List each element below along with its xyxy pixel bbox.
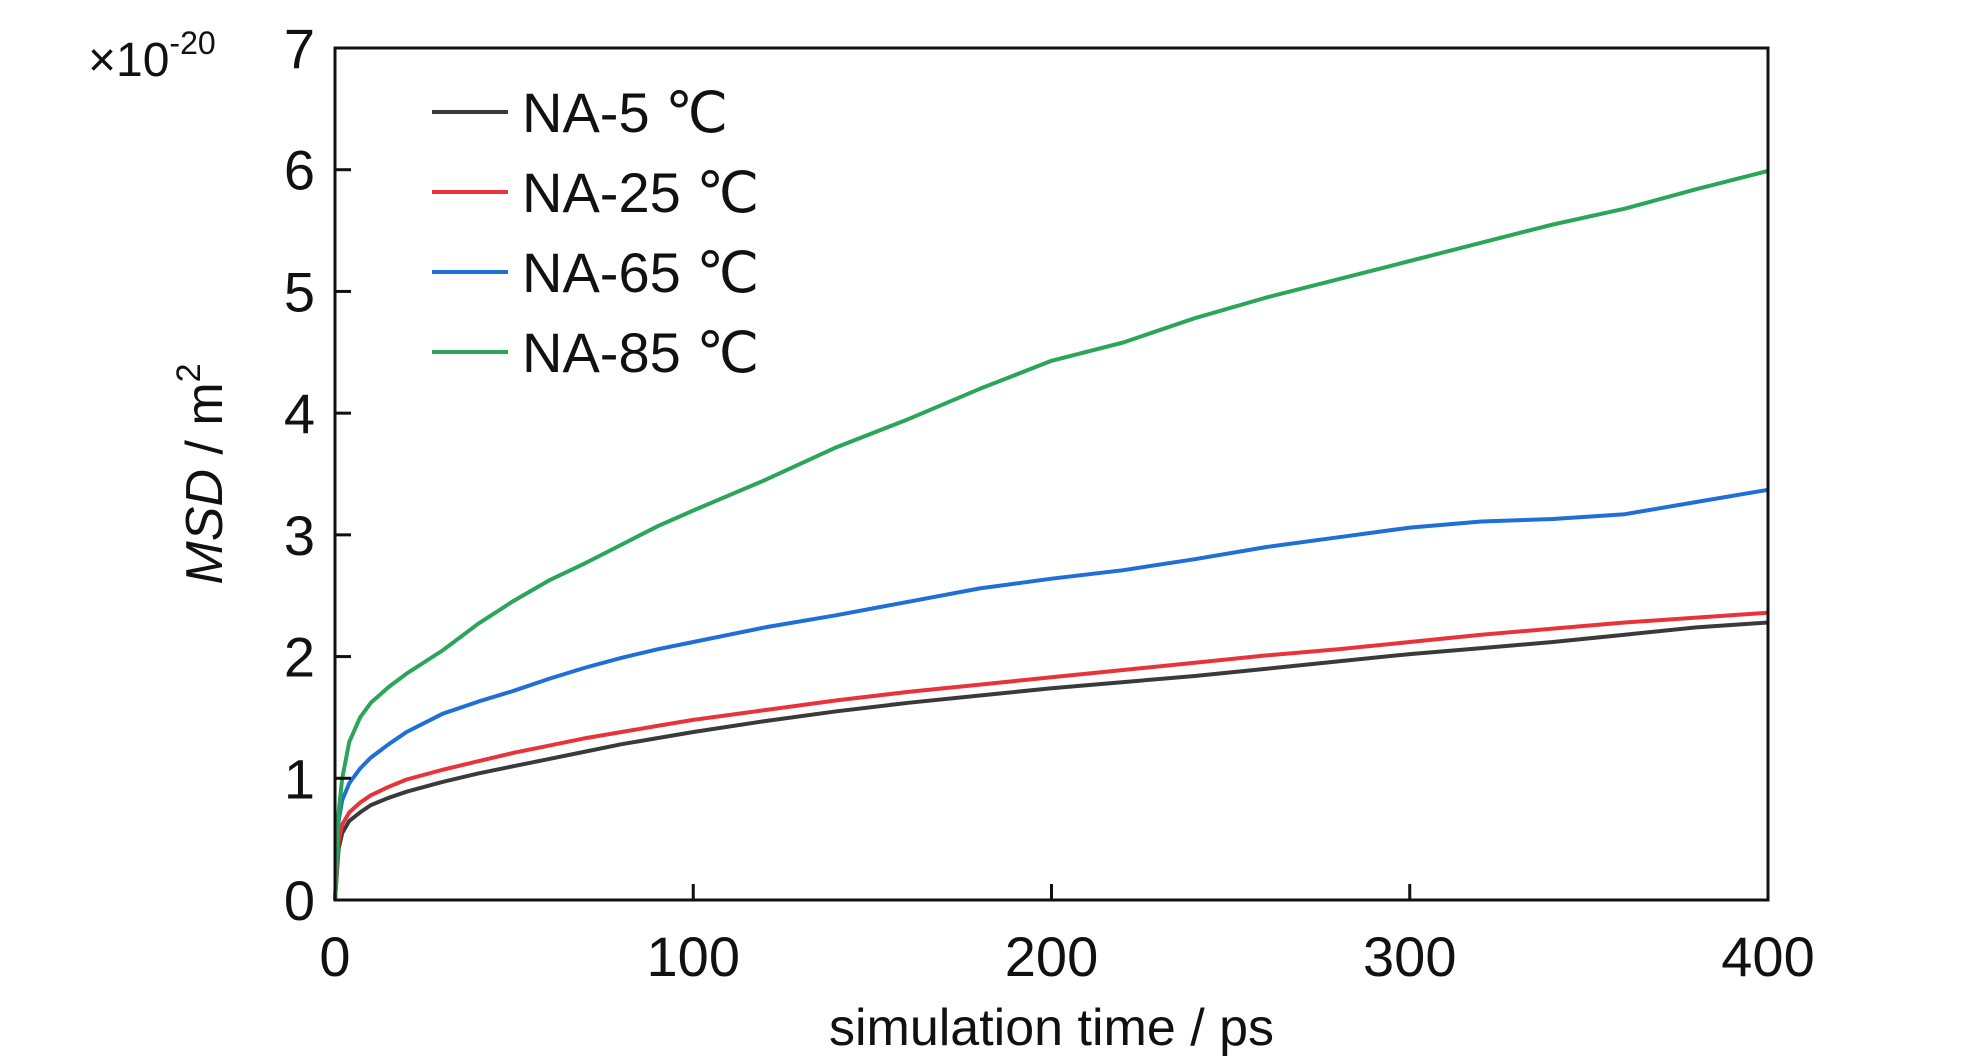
- series-layer: [333, 168, 1769, 901]
- x-tick-label: 100: [647, 925, 740, 988]
- y-tick-label: 6: [284, 139, 315, 202]
- x-tick-label: 300: [1363, 925, 1456, 988]
- axis-ticks: 0 100 200 300 400 0 1 2 3 4 5 6 7: [284, 17, 1815, 988]
- series-line-3: [333, 487, 1769, 901]
- y-tick-label: 1: [284, 747, 315, 810]
- y-tick-label: 0: [284, 869, 315, 932]
- x-axis-label: simulation time / ps: [829, 999, 1274, 1057]
- legend-label-2: NA-25 ℃: [522, 161, 759, 224]
- legend: NA-5 ℃ NA-25 ℃ NA-65 ℃ NA-85 ℃: [432, 81, 759, 384]
- y-tick-label: 2: [284, 626, 315, 689]
- y-axis-multiplier-base: ×10: [88, 34, 169, 87]
- series-line-2: [333, 610, 1769, 901]
- y-axis-label: MSD / m2: [170, 363, 234, 584]
- y-axis-multiplier-exponent: -20: [169, 25, 215, 61]
- series-line-1: [333, 620, 1769, 901]
- y-tick-label: 4: [284, 382, 315, 445]
- legend-label-1: NA-5 ℃: [522, 81, 728, 144]
- y-axis-multiplier: ×10-20: [88, 25, 216, 87]
- y-tick-label: 3: [284, 504, 315, 567]
- x-tick-label: 200: [1005, 925, 1098, 988]
- y-tick-label: 5: [284, 260, 315, 323]
- legend-label-3: NA-65 ℃: [522, 241, 759, 304]
- y-axis-label-sup: 2: [170, 363, 208, 382]
- y-axis-label-unit: / m: [176, 382, 234, 469]
- x-tick-label: 0: [319, 925, 350, 988]
- y-axis-label-main: MSD: [176, 469, 234, 585]
- y-tick-label: 7: [284, 17, 315, 80]
- legend-label-4: NA-85 ℃: [522, 321, 759, 384]
- x-tick-label: 400: [1721, 925, 1814, 988]
- series-line-4: [333, 168, 1769, 901]
